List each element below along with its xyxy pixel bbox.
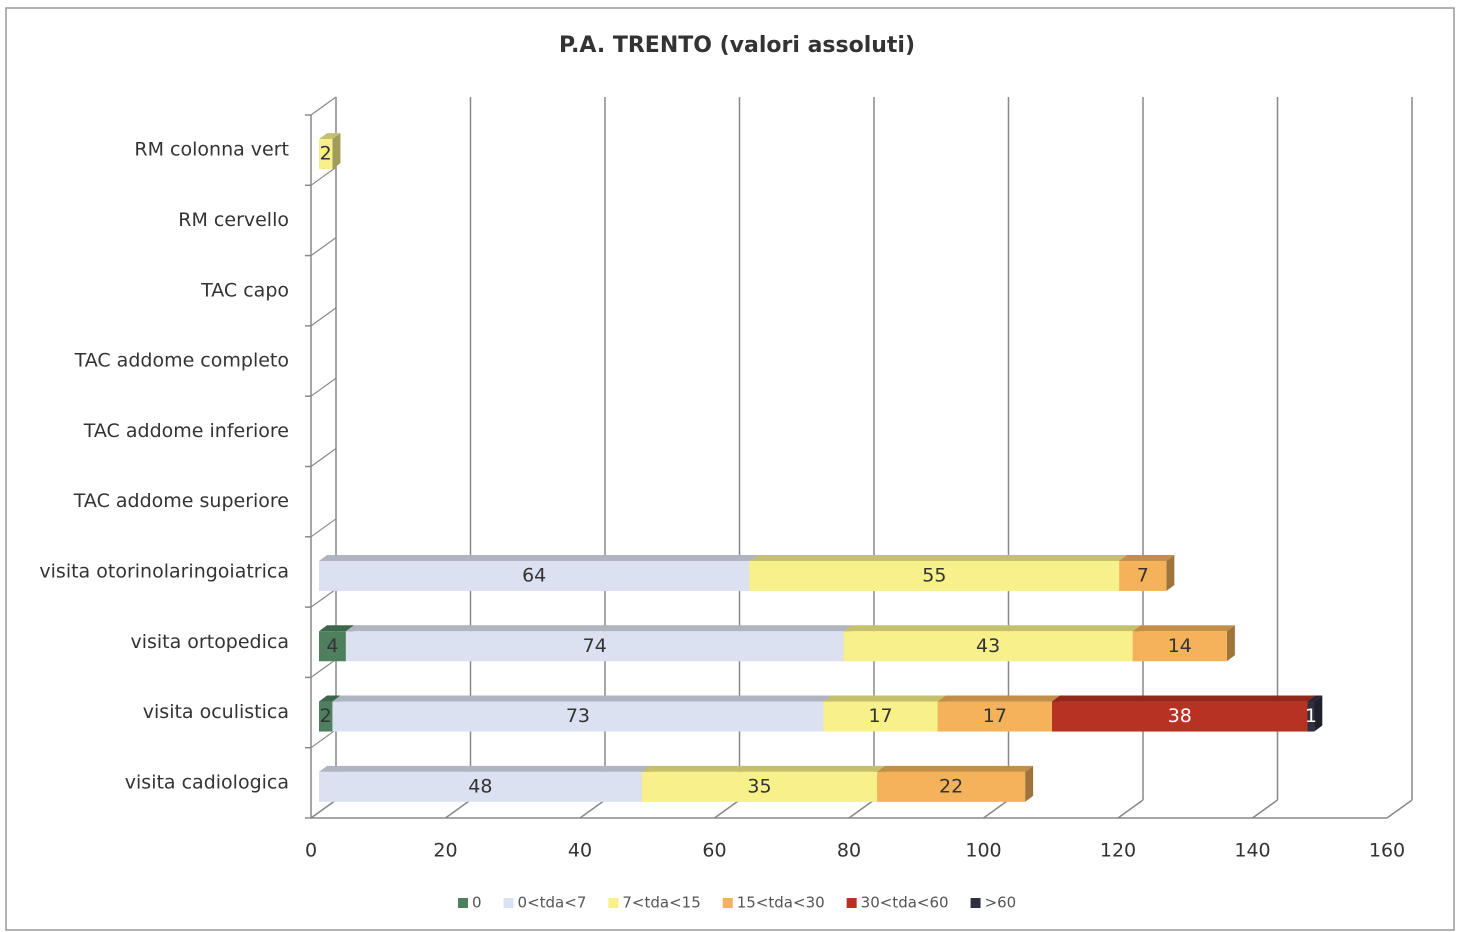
- floor-line: [579, 799, 606, 819]
- legend-label: 0: [472, 894, 482, 912]
- y-tick-label: RM colonna vert: [134, 139, 289, 161]
- legend-label: >60: [985, 894, 1017, 912]
- bar-segment: [877, 765, 1034, 802]
- floor-line: [983, 799, 1009, 819]
- y-tick-label: TAC addome superiore: [73, 490, 289, 512]
- data-label: 64: [522, 564, 546, 586]
- data-label: 7: [1137, 564, 1149, 586]
- side-line: [310, 307, 337, 327]
- y-tick-label: visita ortopedica: [130, 631, 289, 653]
- data-label: 14: [1168, 635, 1192, 657]
- x-tick-label: 40: [568, 840, 592, 862]
- legend-label: 30<tda<60: [861, 894, 949, 912]
- y-tick-label: visita cadiologica: [125, 771, 289, 793]
- data-label: 1: [1305, 705, 1317, 727]
- floor-line: [1386, 799, 1413, 819]
- floor-line: [1117, 799, 1144, 819]
- y-tick-label: visita otorinolaringoiatrica: [39, 560, 289, 582]
- bar-segment: [332, 695, 832, 732]
- side-line: [310, 96, 337, 116]
- data-label: 35: [747, 775, 771, 797]
- side-line: [310, 799, 337, 819]
- x-tick-label: 140: [1234, 840, 1270, 862]
- data-label: 43: [976, 635, 1000, 657]
- side-line: [310, 377, 337, 397]
- side-line: [310, 166, 337, 186]
- y-tick-label: TAC capo: [200, 279, 289, 301]
- data-label: 74: [583, 635, 607, 657]
- x-tick-label: 60: [702, 840, 726, 862]
- bar-segment: [1307, 695, 1323, 732]
- data-label: 17: [983, 705, 1007, 727]
- data-label: 48: [468, 775, 492, 797]
- x-tick-label: 120: [1100, 840, 1136, 862]
- x-tick-label: 80: [837, 840, 861, 862]
- bar-segment: [319, 554, 758, 591]
- side-line: [310, 658, 337, 678]
- data-label: 38: [1168, 705, 1192, 727]
- y-tick-label: TAC addome completo: [74, 350, 289, 372]
- data-label: 2: [320, 143, 332, 165]
- legend-swatch: [503, 898, 514, 908]
- bar-segment: [1119, 554, 1175, 591]
- data-label: 73: [566, 705, 590, 727]
- bar-segment: [345, 625, 852, 662]
- bar-segment: [319, 133, 341, 170]
- legend-swatch: [846, 898, 857, 908]
- side-line: [310, 729, 337, 749]
- x-tick-label: 160: [1369, 840, 1405, 862]
- side-line: [310, 448, 337, 467]
- data-label: 55: [922, 564, 946, 586]
- side-line: [310, 588, 337, 608]
- data-label: 17: [868, 705, 892, 727]
- floor-line: [848, 799, 875, 819]
- floor-line: [714, 799, 740, 819]
- side-line: [310, 237, 337, 257]
- bar-segment: [843, 625, 1141, 662]
- x-tick-label: 0: [305, 840, 317, 862]
- legend-label: 15<tda<30: [737, 894, 825, 912]
- bar-segment: [319, 765, 650, 802]
- data-label: 22: [939, 775, 963, 797]
- bar-segment: [1132, 625, 1235, 662]
- y-tick-label: RM cervello: [178, 209, 289, 231]
- y-tick-label: TAC addome inferiore: [83, 420, 289, 442]
- data-label: 2: [320, 705, 332, 727]
- y-tick-label: visita oculistica: [143, 701, 289, 723]
- legend-swatch: [970, 898, 981, 908]
- data-label: 4: [326, 635, 338, 657]
- legend-label: 0<tda<7: [518, 894, 587, 912]
- legend-swatch: [608, 898, 619, 908]
- bar-segment: [1052, 695, 1316, 732]
- side-line: [310, 518, 337, 538]
- legend-swatch: [722, 898, 733, 908]
- bar-segment: [937, 695, 1061, 732]
- bar-segment: [641, 765, 886, 802]
- legend-label: 7<tda<15: [622, 894, 700, 912]
- x-tick-label: 20: [433, 840, 457, 862]
- x-tick-label: 100: [965, 840, 1001, 862]
- floor-line: [1252, 799, 1278, 819]
- floor-line: [445, 799, 471, 819]
- chart-title: P.A. TRENTO (valori assoluti): [559, 33, 915, 58]
- legend-swatch: [458, 898, 468, 908]
